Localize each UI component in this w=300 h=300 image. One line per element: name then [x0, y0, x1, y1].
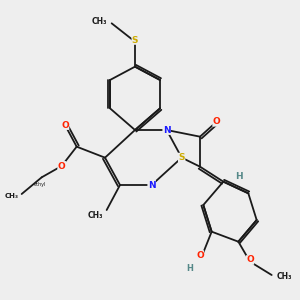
Text: O: O — [58, 161, 65, 170]
Text: H: H — [187, 264, 194, 273]
Text: N: N — [148, 181, 155, 190]
Text: ethyl: ethyl — [34, 182, 46, 187]
Text: O: O — [196, 250, 204, 260]
Text: S: S — [178, 153, 185, 162]
Text: H: H — [235, 172, 243, 181]
Text: O: O — [61, 121, 69, 130]
Text: O: O — [213, 117, 220, 126]
Text: O: O — [246, 256, 254, 265]
Text: CH₃: CH₃ — [4, 193, 18, 199]
Text: CH₃: CH₃ — [277, 272, 292, 281]
Text: CH₃: CH₃ — [91, 17, 107, 26]
Text: S: S — [132, 35, 138, 44]
Text: N: N — [163, 125, 170, 134]
Text: CH₃: CH₃ — [88, 211, 103, 220]
